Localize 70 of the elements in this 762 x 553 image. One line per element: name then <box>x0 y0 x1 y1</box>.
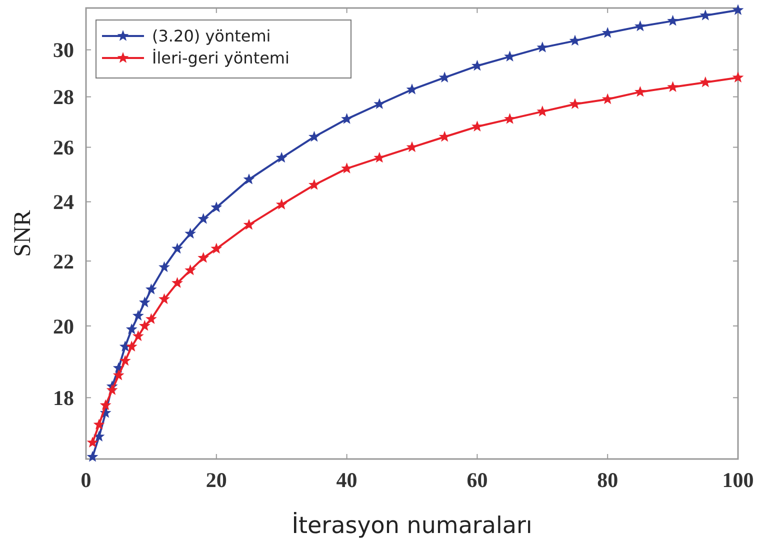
point <box>210 201 222 212</box>
point <box>536 42 548 52</box>
point <box>569 98 581 109</box>
y-axis-title: SNR <box>10 210 36 257</box>
y-tick-label: 26 <box>53 136 74 160</box>
point <box>667 14 679 26</box>
point <box>158 293 170 304</box>
point <box>86 436 98 448</box>
point <box>243 173 255 184</box>
point <box>172 277 183 288</box>
x-tick-label: 60 <box>466 468 488 492</box>
point <box>634 20 646 32</box>
point <box>667 81 679 92</box>
point <box>112 369 124 380</box>
y-tick-label: 28 <box>53 85 74 110</box>
point <box>198 213 210 224</box>
point <box>126 323 138 334</box>
point <box>700 10 712 20</box>
legend-label: İleri-geri yöntemi <box>152 48 290 68</box>
point <box>374 98 386 109</box>
x-tick-label: 0 <box>80 468 92 492</box>
y-tick-label: 20 <box>53 314 74 338</box>
point <box>198 252 210 263</box>
point <box>308 130 320 142</box>
point <box>438 72 450 82</box>
x-tick-label: 40 <box>336 468 358 492</box>
point <box>602 27 614 38</box>
point <box>276 198 288 210</box>
point <box>700 76 712 88</box>
point <box>210 242 222 254</box>
point <box>406 84 418 94</box>
point <box>106 384 118 396</box>
point <box>276 152 288 163</box>
point <box>145 313 157 324</box>
y-tick-label: 24 <box>53 190 74 214</box>
point <box>184 264 196 276</box>
point <box>243 218 255 230</box>
x-tick-label: 20 <box>206 468 227 492</box>
point <box>634 86 646 97</box>
point <box>602 93 614 104</box>
point <box>119 354 131 366</box>
point <box>536 106 548 116</box>
point <box>569 34 581 46</box>
x-tick-label: 80 <box>597 468 618 492</box>
point <box>93 430 105 442</box>
point <box>138 296 150 308</box>
point <box>732 72 744 82</box>
point <box>471 120 483 132</box>
point <box>132 310 144 321</box>
x-tick-label: 100 <box>722 468 754 492</box>
point <box>86 450 98 462</box>
point <box>145 283 157 294</box>
y-tick-label: 18 <box>53 386 74 410</box>
point <box>308 178 320 190</box>
point <box>138 320 150 331</box>
point <box>100 399 112 410</box>
y-tick-label: 22 <box>53 249 74 274</box>
point <box>184 228 196 239</box>
point <box>172 242 183 254</box>
legend-label: (3.20) yöntemi <box>152 26 271 46</box>
point <box>132 330 144 342</box>
point <box>471 60 483 71</box>
point <box>93 418 105 430</box>
y-tick-label: 30 <box>53 38 74 62</box>
point <box>158 261 170 272</box>
point <box>504 113 516 124</box>
point <box>732 4 744 15</box>
point <box>126 340 138 352</box>
x-axis-title: İterasyon numaraları <box>292 511 532 539</box>
point <box>341 113 353 124</box>
